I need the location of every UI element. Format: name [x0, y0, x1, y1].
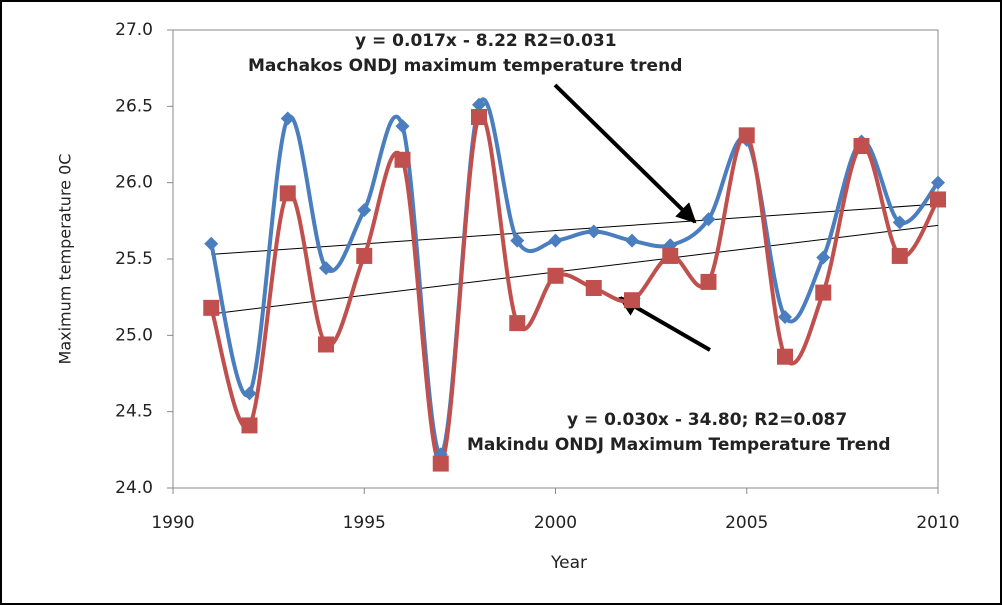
marker [279, 185, 296, 202]
y-tick-label: 26.5 [115, 96, 153, 116]
marker [815, 284, 832, 301]
annotation: Machakos ONDJ maximum temperature trend [248, 56, 682, 76]
trendline [211, 224, 939, 315]
marker [931, 175, 945, 190]
marker [624, 292, 640, 309]
marker [585, 280, 602, 297]
x-axis-title: Year [550, 553, 587, 573]
y-tick-label: 24.5 [115, 402, 153, 422]
x-tick-label: 1990 [151, 513, 194, 533]
y-tick-label: 25.5 [115, 249, 153, 269]
marker [242, 386, 257, 401]
y-tick-label: 24.0 [115, 478, 153, 498]
marker [509, 315, 526, 332]
marker [319, 261, 333, 276]
marker [586, 224, 601, 239]
arrow [553, 83, 697, 224]
y-axis-title: Maximum temperature 0C [56, 154, 75, 365]
y-tick-label: 25.0 [115, 325, 153, 345]
marker [356, 247, 373, 264]
x-tick-label: 1995 [343, 513, 386, 533]
marker [777, 348, 793, 365]
marker [204, 236, 219, 251]
marker [241, 417, 258, 434]
marker [394, 151, 411, 168]
marker [701, 212, 716, 227]
marker [892, 215, 907, 230]
marker [778, 310, 792, 325]
marker [395, 119, 410, 134]
y-tick-label: 26.0 [115, 173, 153, 193]
x-tick-label: 2000 [534, 513, 577, 533]
marker [471, 109, 487, 126]
marker [853, 138, 870, 155]
annotation: Makindu ONDJ Maximum Temperature Trend [467, 435, 891, 455]
x-tick-label: 2010 [916, 513, 959, 533]
marker [280, 111, 295, 126]
marker [510, 233, 525, 248]
marker [318, 336, 334, 353]
marker [432, 455, 449, 472]
marker [816, 250, 831, 265]
marker [930, 191, 946, 208]
series-line [209, 97, 940, 457]
marker [547, 267, 564, 284]
y-tick-label: 27.0 [115, 20, 153, 40]
annotation: y = 0.030x - 34.80; R2=0.087 [567, 410, 847, 430]
marker [625, 233, 639, 248]
trendline [211, 203, 939, 255]
x-tick-label: 2005 [725, 513, 768, 533]
marker [203, 299, 220, 316]
annotation: y = 0.017x - 8.22 R2=0.031 [355, 31, 617, 51]
marker [738, 127, 755, 144]
marker [891, 247, 908, 264]
marker [472, 97, 486, 112]
marker [357, 203, 372, 218]
marker [662, 247, 679, 264]
marker [548, 233, 563, 248]
marker [700, 273, 717, 290]
